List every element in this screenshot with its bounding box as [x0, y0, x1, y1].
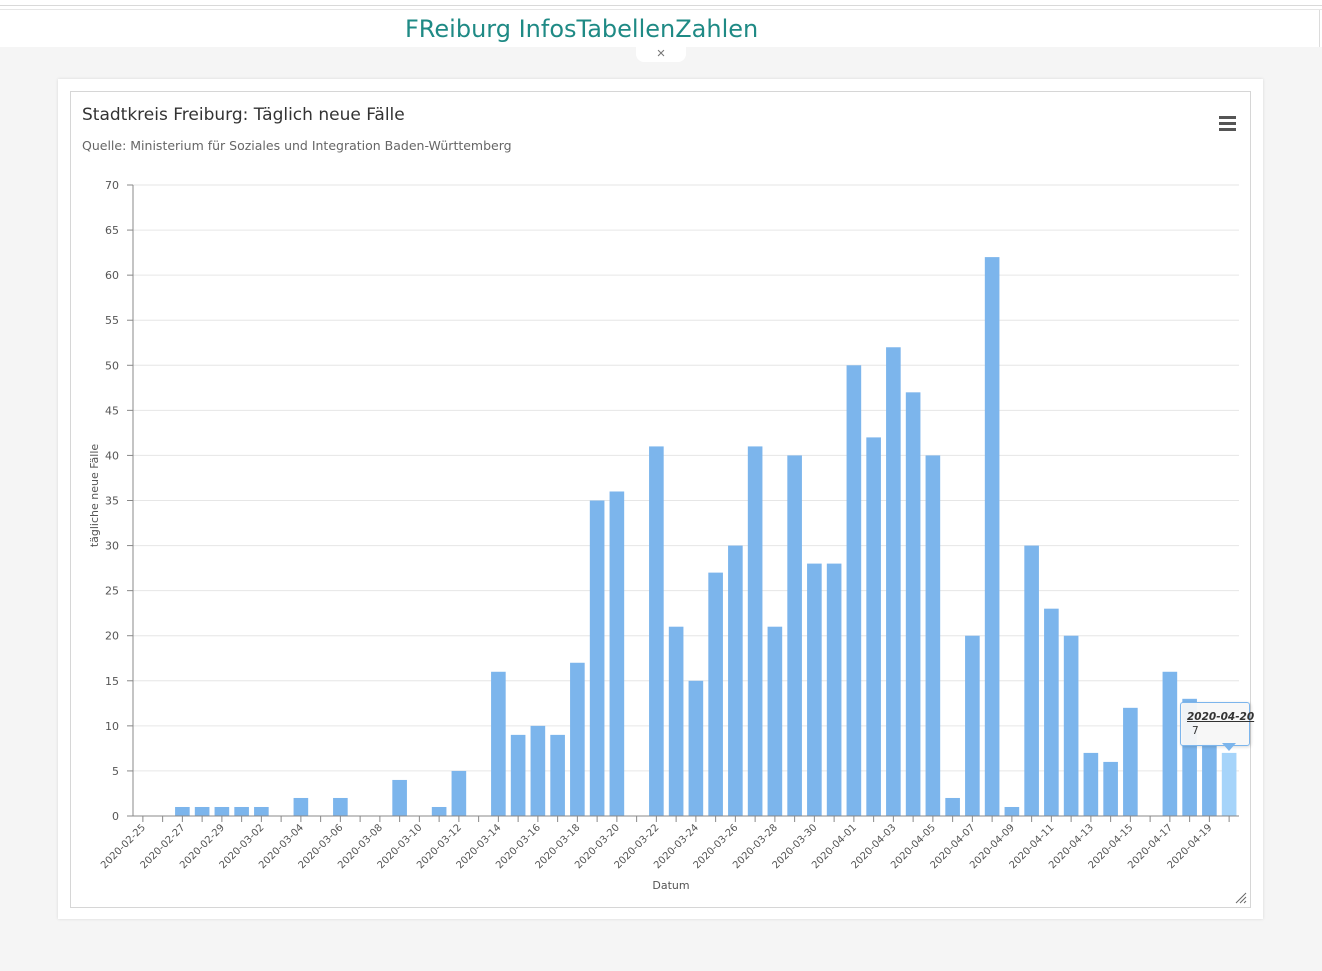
bar[interactable]: [826, 563, 842, 816]
bar[interactable]: [1202, 743, 1217, 816]
chart-svg: 05101520253035404550556065702020-02-2520…: [88, 179, 1239, 892]
y-tick-label: 0: [112, 810, 119, 823]
grid-lines: [133, 184, 1239, 817]
bar[interactable]: [1004, 806, 1020, 816]
bar[interactable]: [333, 797, 348, 816]
bar[interactable]: [1123, 707, 1138, 816]
top-divider: [0, 5, 1322, 6]
bar[interactable]: [293, 797, 309, 816]
top-divider-secondary: [0, 9, 1322, 10]
bar[interactable]: [708, 572, 723, 816]
chart-container: 0 5 10 15 20 25 30 35 40 45 50 55 60 65 70 2020-02-25 20…: [70, 91, 1251, 908]
y-tick-label: 70: [105, 179, 119, 192]
bar[interactable]: [1063, 635, 1079, 816]
bar[interactable]: [945, 797, 960, 816]
bar[interactable]: [589, 500, 605, 817]
bar[interactable]: [1103, 761, 1118, 816]
y-tick-label: 65: [105, 224, 119, 237]
bar[interactable]: [1044, 608, 1059, 816]
bar[interactable]: [886, 347, 901, 816]
bar[interactable]: [194, 806, 210, 816]
bar[interactable]: [570, 662, 585, 816]
bar[interactable]: [234, 806, 249, 816]
y-tick-label: 30: [105, 540, 119, 553]
bar[interactable]: [688, 680, 704, 816]
y-tick-label: 35: [105, 495, 119, 508]
bar[interactable]: [747, 446, 763, 816]
y-tick-label: 25: [105, 585, 119, 598]
bar[interactable]: [550, 734, 565, 816]
close-button[interactable]: ×: [636, 44, 686, 62]
y-tick-label: 40: [105, 449, 119, 462]
x-axis-title: Datum: [652, 879, 689, 892]
bar[interactable]: [846, 365, 862, 816]
bar[interactable]: [1024, 545, 1039, 816]
bar[interactable]: [668, 626, 684, 816]
bar[interactable]: [787, 455, 802, 816]
bar[interactable]: [649, 446, 664, 816]
tooltip-date: 2020-04-20: [1187, 711, 1255, 723]
bar[interactable]: [1083, 752, 1099, 816]
y-tick-label: 45: [105, 404, 119, 417]
bar[interactable]: [530, 725, 546, 816]
bar[interactable]: [767, 626, 783, 816]
y-tick-label: 10: [105, 720, 119, 733]
bar[interactable]: [175, 806, 190, 816]
y-tick-label: 20: [105, 630, 119, 643]
chart-panel: 0 5 10 15 20 25 30 35 40 45 50 55 60 65 70 2020-02-25 20…: [58, 79, 1263, 919]
scrollbar-edge: [1319, 10, 1320, 47]
bar[interactable]: [510, 734, 526, 816]
chart-subtitle: Quelle: Ministerium für Soziales und Int…: [82, 138, 512, 153]
bar[interactable]: [728, 545, 743, 816]
tooltip-arrow: [1222, 743, 1236, 751]
bar[interactable]: [431, 806, 447, 816]
bar[interactable]: [392, 779, 407, 816]
y-tick-label: 50: [105, 359, 119, 372]
bars: [175, 257, 1237, 817]
bar[interactable]: [905, 392, 921, 816]
bar[interactable]: [1162, 671, 1178, 816]
site-title[interactable]: FReiburg InfosTabellenZahlen: [405, 15, 759, 43]
bar[interactable]: [866, 437, 881, 816]
bar[interactable]: [807, 563, 822, 816]
y-tick-label: 15: [105, 675, 119, 688]
resize-handle-icon[interactable]: [1235, 892, 1247, 904]
y-axis-title: tägliche neue Fälle: [88, 444, 101, 548]
chart-tooltip: 2020-04-20 7: [1180, 702, 1254, 746]
bar[interactable]: [1221, 752, 1237, 816]
tooltip-value: 7: [1192, 725, 1199, 737]
y-tick-label: 60: [105, 269, 119, 282]
bar[interactable]: [254, 806, 269, 816]
bar[interactable]: [214, 806, 230, 816]
top-bar: FReiburg InfosTabellenZahlen: [0, 0, 1322, 47]
bar[interactable]: [491, 671, 506, 816]
bar[interactable]: [609, 491, 625, 816]
bar[interactable]: [984, 257, 1000, 817]
bar[interactable]: [925, 455, 941, 816]
bar[interactable]: [965, 635, 980, 816]
y-tick-label: 5: [112, 765, 119, 778]
y-tick-label: 55: [105, 314, 119, 327]
bar[interactable]: [451, 770, 467, 816]
chart-title: Stadtkreis Freiburg: Täglich neue Fälle: [82, 105, 405, 125]
hamburger-menu-icon[interactable]: [1219, 116, 1239, 134]
